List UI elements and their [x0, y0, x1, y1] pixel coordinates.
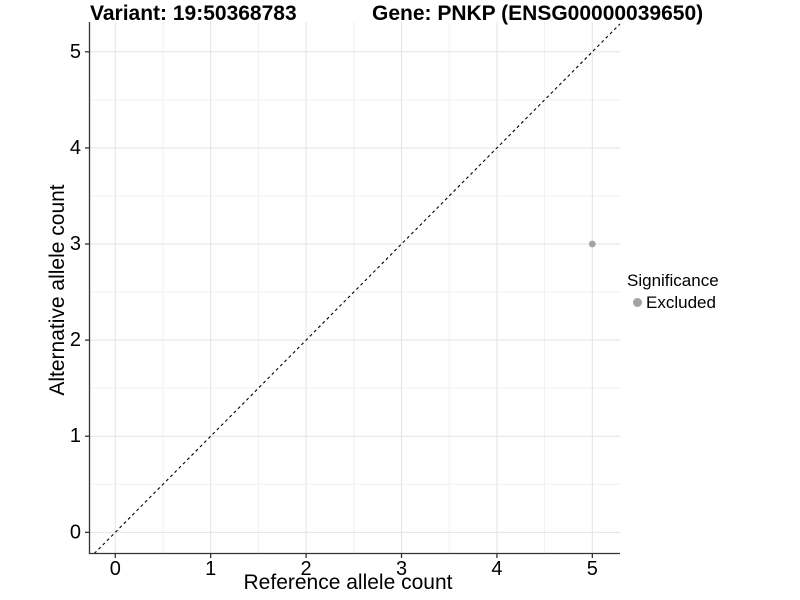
plot-title-variant: Variant: 19:50368783 [90, 2, 297, 25]
legend-title: Significance [627, 271, 719, 290]
axis-lines [88, 22, 620, 555]
plot-title-gene: Gene: PNKP (ENSG00000039650) [372, 2, 704, 25]
x-axis-title: Reference allele count [243, 571, 453, 594]
data-points [588, 240, 596, 248]
x-tick-label: 4 [491, 558, 502, 580]
grid-major-lines [89, 22, 620, 554]
x-tick-label: 3 [396, 558, 407, 580]
x-tick-label: 1 [205, 558, 216, 580]
y-tick-label: 3 [70, 233, 81, 255]
tick-labels: 0 1 2 3 4 5 0 1 2 3 4 5 [70, 41, 598, 580]
y-tick-label: 0 [70, 521, 81, 543]
tick-marks [85, 51, 593, 558]
legend-point-icon [633, 298, 642, 308]
y-tick-label: 2 [70, 329, 81, 351]
legend: Significance Excluded [627, 270, 719, 314]
x-tick-label: 5 [587, 558, 598, 580]
legend-item-excluded: Excluded [627, 292, 719, 313]
y-tick-label: 4 [70, 137, 81, 159]
y-axis-title: Alternative allele count [46, 184, 69, 396]
y-tick-label: 1 [70, 425, 81, 447]
x-tick-label: 0 [110, 558, 121, 580]
y-tick-label: 5 [70, 41, 81, 63]
grid-minor-lines [89, 22, 620, 554]
legend-item-label: Excluded [646, 293, 716, 313]
identity-line [93, 23, 621, 554]
x-tick-label: 2 [301, 558, 312, 580]
